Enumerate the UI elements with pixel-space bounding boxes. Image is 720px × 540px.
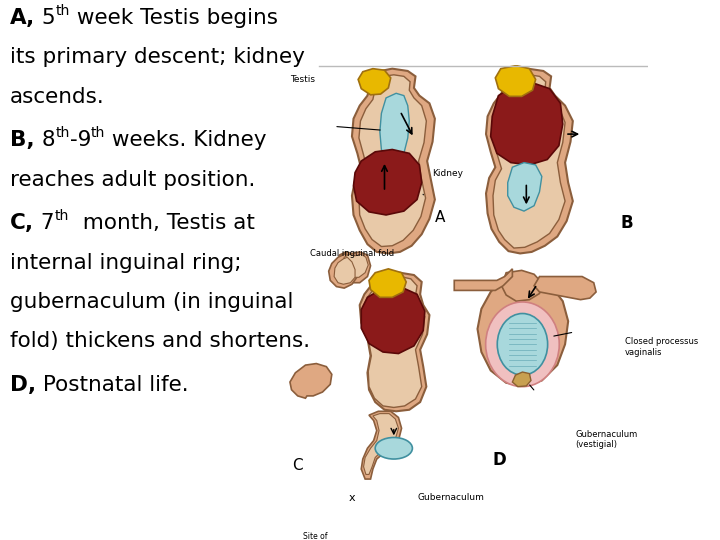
Text: th: th	[56, 4, 71, 18]
Polygon shape	[502, 271, 542, 301]
Polygon shape	[380, 93, 409, 163]
Polygon shape	[361, 411, 402, 479]
Text: 5: 5	[35, 8, 56, 28]
Text: C,: C,	[10, 213, 34, 233]
Polygon shape	[290, 363, 332, 398]
Polygon shape	[354, 150, 422, 215]
Text: reaches adult position.: reaches adult position.	[10, 170, 256, 190]
Text: D: D	[493, 451, 507, 469]
Text: A,: A,	[10, 8, 35, 28]
Polygon shape	[513, 372, 531, 387]
Text: Postnatal life.: Postnatal life.	[36, 375, 189, 395]
Polygon shape	[477, 276, 568, 386]
Text: Site of
internal ring: Site of internal ring	[292, 532, 338, 540]
Text: th: th	[55, 210, 69, 223]
Text: C: C	[292, 457, 302, 472]
Polygon shape	[361, 287, 425, 354]
Polygon shape	[486, 69, 573, 253]
Polygon shape	[336, 252, 371, 283]
Text: th: th	[91, 126, 105, 140]
Text: weeks. Kidney: weeks. Kidney	[105, 130, 267, 150]
Polygon shape	[534, 276, 596, 300]
Text: internal inguinal ring;: internal inguinal ring;	[10, 253, 241, 273]
Ellipse shape	[375, 437, 413, 459]
Text: B,: B,	[10, 130, 35, 150]
Text: Gubernaculum
(vestigial): Gubernaculum (vestigial)	[575, 430, 637, 449]
Polygon shape	[359, 75, 426, 247]
Text: x: x	[348, 493, 355, 503]
Text: Gubernaculum: Gubernaculum	[418, 494, 485, 503]
Ellipse shape	[498, 314, 548, 375]
Polygon shape	[369, 269, 406, 298]
Text: month, Testis at: month, Testis at	[69, 213, 255, 233]
Polygon shape	[363, 276, 425, 408]
Text: Closed processus
vaginalis: Closed processus vaginalis	[625, 338, 698, 357]
Text: fold) thickens and shortens.: fold) thickens and shortens.	[10, 332, 310, 352]
Text: week Testis begins: week Testis begins	[71, 8, 278, 28]
Polygon shape	[360, 273, 429, 411]
Text: its primary descent; kidney: its primary descent; kidney	[10, 48, 305, 68]
Polygon shape	[364, 414, 398, 475]
Polygon shape	[352, 69, 435, 253]
Text: B: B	[620, 214, 633, 232]
Text: th: th	[55, 126, 70, 140]
Polygon shape	[358, 69, 391, 95]
Polygon shape	[329, 253, 357, 288]
Text: A: A	[435, 210, 446, 225]
Text: 7: 7	[34, 213, 55, 233]
Text: D,: D,	[10, 375, 36, 395]
Polygon shape	[342, 254, 368, 278]
Polygon shape	[334, 257, 355, 284]
Polygon shape	[495, 65, 536, 96]
Text: Kidney: Kidney	[432, 168, 463, 178]
Polygon shape	[493, 75, 565, 248]
Text: ascends.: ascends.	[10, 87, 104, 107]
Text: gubernaculum (in inguinal: gubernaculum (in inguinal	[10, 292, 293, 312]
Text: Testis: Testis	[290, 76, 315, 84]
Ellipse shape	[485, 302, 559, 387]
Text: Caudal inguinal fold: Caudal inguinal fold	[310, 248, 394, 258]
Polygon shape	[490, 83, 563, 165]
Polygon shape	[508, 163, 542, 211]
Text: -9: -9	[70, 130, 91, 150]
Polygon shape	[454, 269, 513, 291]
Text: 8: 8	[35, 130, 55, 150]
